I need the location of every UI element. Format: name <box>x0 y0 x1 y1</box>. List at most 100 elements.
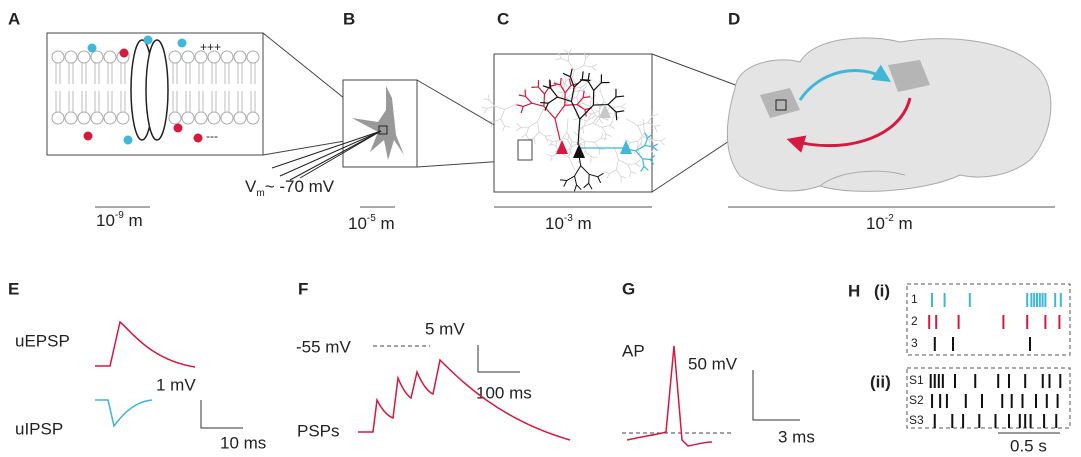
scale-label: 100 ms <box>476 383 532 402</box>
dendrite <box>588 183 593 190</box>
network <box>481 48 666 192</box>
trace-label: PSPs <box>297 421 340 440</box>
dendrite <box>577 137 582 144</box>
dendrite <box>487 120 494 123</box>
dendrite <box>574 65 584 71</box>
membrane <box>51 50 260 125</box>
zoom-square <box>775 99 787 111</box>
dendrite <box>525 127 530 135</box>
panel-letter: A <box>8 9 20 28</box>
lipid-head <box>116 111 130 125</box>
dendrite <box>625 118 639 127</box>
dendrite <box>609 120 614 126</box>
trace-label: uIPSP <box>15 419 63 438</box>
dendrite <box>494 105 505 110</box>
soma <box>620 140 632 154</box>
dendrite <box>637 122 649 127</box>
trace-label: AP <box>622 341 645 360</box>
dendrite <box>606 173 610 180</box>
brain-fold <box>819 170 906 187</box>
dendrite <box>574 89 583 93</box>
dendrite <box>650 147 655 154</box>
dendrite <box>569 68 573 77</box>
dendrite <box>548 96 558 104</box>
dendrite <box>591 66 597 72</box>
raster-box <box>906 283 1071 356</box>
dendrite <box>565 76 571 82</box>
row-label: 1 <box>911 292 918 306</box>
dendrite <box>504 103 518 110</box>
zoom-square <box>517 139 533 161</box>
dendrite <box>533 137 536 144</box>
dendrite <box>659 140 665 146</box>
dendrite <box>566 118 569 133</box>
dendrite <box>628 171 632 178</box>
dendrite <box>567 134 570 141</box>
dendrite <box>647 133 653 139</box>
dendrite <box>587 72 590 82</box>
dendrite <box>579 104 594 120</box>
lipid-head <box>103 50 117 64</box>
zoom-square <box>378 125 388 135</box>
dendrite <box>531 102 545 107</box>
scale-label: 10-9 m <box>96 210 143 231</box>
charge-label: --- <box>206 129 218 143</box>
dendrite <box>597 172 604 178</box>
dendrite <box>566 132 573 142</box>
dendrite <box>504 125 511 128</box>
dendrite <box>637 125 643 136</box>
panel-letter: F <box>298 279 308 298</box>
dendrite <box>647 122 655 127</box>
dendrite <box>627 164 632 172</box>
electrode-lines <box>271 130 382 181</box>
row-label: S3 <box>909 413 924 427</box>
dendrite <box>595 118 600 124</box>
dendrite <box>597 176 602 184</box>
dendrite <box>579 97 584 104</box>
dendrite <box>581 71 584 80</box>
dendrite <box>640 143 644 149</box>
panel-letter: H <box>848 281 860 300</box>
dendrite <box>603 171 610 175</box>
dendrite <box>562 137 568 141</box>
dendrite <box>609 169 617 174</box>
lipid-head <box>220 50 234 64</box>
dendrite <box>538 131 546 137</box>
dendrite <box>573 184 578 192</box>
dendrite <box>568 96 577 100</box>
dendrite <box>559 77 562 85</box>
scale-label: 5 mV <box>425 319 465 338</box>
dendrite <box>567 139 572 148</box>
dendrite <box>561 92 565 99</box>
threshold-label: -55 mV <box>296 337 351 356</box>
dendrite <box>607 96 617 105</box>
scale-label: 3 ms <box>778 427 815 446</box>
dendrite <box>579 79 589 82</box>
dendrite <box>560 132 568 141</box>
dendrite <box>562 81 567 89</box>
row-label: S1 <box>909 373 924 387</box>
dendrite <box>554 118 561 141</box>
lipid-head <box>77 111 91 125</box>
ions <box>83 35 203 145</box>
dendrite <box>550 87 558 98</box>
dendrite <box>577 119 581 146</box>
scale-bar <box>477 345 520 373</box>
dendrite <box>648 139 651 146</box>
dendrite <box>582 127 585 134</box>
dendrite <box>545 136 548 142</box>
dendrite <box>592 114 600 124</box>
dendrite <box>525 134 530 140</box>
dendrite <box>582 90 585 98</box>
dendrite <box>588 93 592 99</box>
dendrite <box>528 121 538 128</box>
dendrite <box>537 108 545 122</box>
dendrite <box>583 57 587 66</box>
dendrite <box>580 79 593 88</box>
dendrite <box>561 77 565 84</box>
lipid-head <box>64 111 78 125</box>
soma <box>573 144 585 158</box>
dendrite <box>576 184 582 191</box>
dendrite <box>545 134 552 137</box>
